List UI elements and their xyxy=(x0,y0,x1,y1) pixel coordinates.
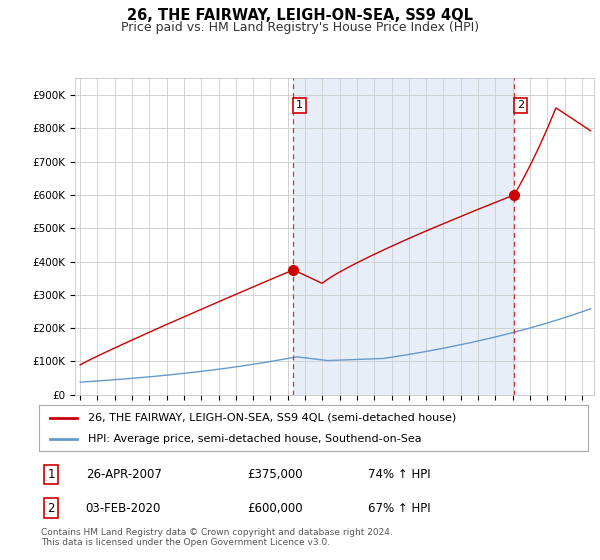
Text: 67% ↑ HPI: 67% ↑ HPI xyxy=(368,502,431,515)
Text: 03-FEB-2020: 03-FEB-2020 xyxy=(86,502,161,515)
Text: £600,000: £600,000 xyxy=(248,502,303,515)
Text: 26, THE FAIRWAY, LEIGH-ON-SEA, SS9 4QL: 26, THE FAIRWAY, LEIGH-ON-SEA, SS9 4QL xyxy=(127,8,473,24)
Text: £375,000: £375,000 xyxy=(248,468,303,481)
Text: 1: 1 xyxy=(296,100,303,110)
Text: 26-APR-2007: 26-APR-2007 xyxy=(86,468,161,481)
Text: HPI: Average price, semi-detached house, Southend-on-Sea: HPI: Average price, semi-detached house,… xyxy=(88,434,422,444)
Bar xyxy=(293,78,514,395)
Text: 26, THE FAIRWAY, LEIGH-ON-SEA, SS9 4QL (semi-detached house): 26, THE FAIRWAY, LEIGH-ON-SEA, SS9 4QL (… xyxy=(88,413,457,423)
Text: Contains HM Land Registry data © Crown copyright and database right 2024.
This d: Contains HM Land Registry data © Crown c… xyxy=(41,528,392,547)
Text: 74% ↑ HPI: 74% ↑ HPI xyxy=(368,468,431,481)
Text: 2: 2 xyxy=(47,502,55,515)
Text: Price paid vs. HM Land Registry's House Price Index (HPI): Price paid vs. HM Land Registry's House … xyxy=(121,21,479,34)
Text: 2: 2 xyxy=(517,100,524,110)
Text: 1: 1 xyxy=(47,468,55,481)
